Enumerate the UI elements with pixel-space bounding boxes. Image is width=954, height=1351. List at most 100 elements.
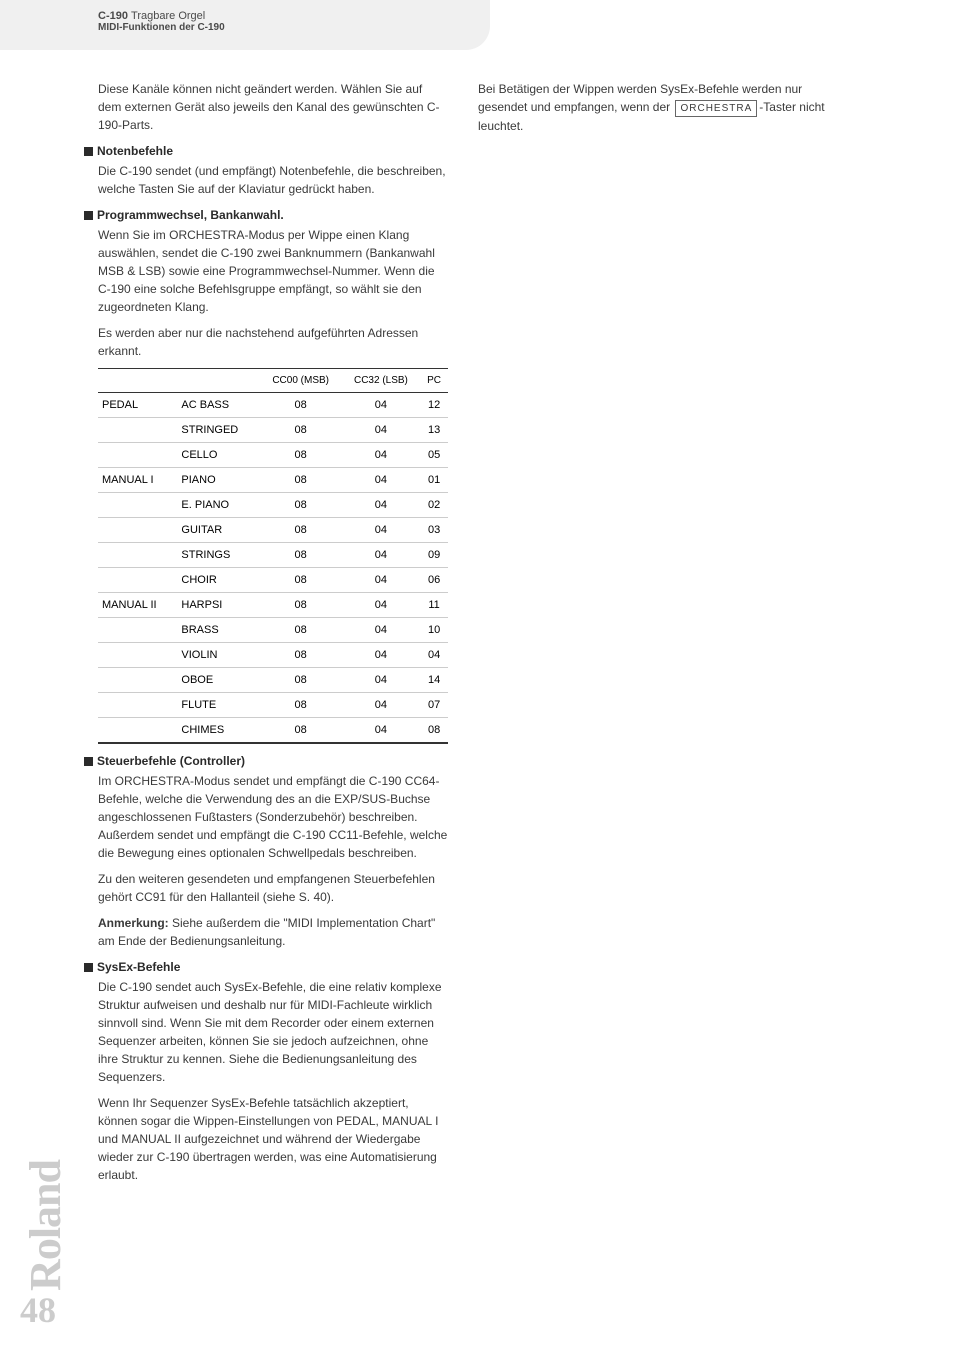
pc-cell: 01	[420, 468, 448, 493]
instrument-cell: CELLO	[177, 443, 259, 468]
part-cell: MANUAL II	[98, 593, 177, 618]
part-cell	[98, 668, 177, 693]
cc32-cell: 04	[342, 618, 421, 643]
part-cell	[98, 493, 177, 518]
sysex-text1: Die C-190 sendet auch SysEx-Befehle, die…	[98, 978, 448, 1086]
part-cell: PEDAL	[98, 393, 177, 418]
programmwechsel-heading: Programmwechsel, Bankanwahl.	[84, 208, 448, 222]
content-area: Diese Kanäle können nicht geändert werde…	[98, 80, 908, 1192]
cc00-cell: 08	[260, 618, 342, 643]
heading-text: Notenbefehle	[97, 144, 173, 158]
instrument-cell: BRASS	[177, 618, 259, 643]
table-row: STRINGS080409	[98, 543, 448, 568]
cc32-cell: 04	[342, 543, 421, 568]
instrument-cell: FLUTE	[177, 693, 259, 718]
instrument-cell: CHIMES	[177, 718, 259, 744]
page-number: 48	[20, 1289, 56, 1331]
table-row: BRASS080410	[98, 618, 448, 643]
table-row: E. PIANO080402	[98, 493, 448, 518]
bullet-icon	[84, 757, 93, 766]
steuerbefehle-text2: Zu den weiteren gesendeten und empfangen…	[98, 870, 448, 906]
cc00-cell: 08	[260, 468, 342, 493]
table-header	[177, 369, 259, 393]
table-row: CELLO080405	[98, 443, 448, 468]
bullet-icon	[84, 963, 93, 972]
table-row: PEDALAC BASS080412	[98, 393, 448, 418]
notenbefehle-heading: Notenbefehle	[84, 144, 448, 158]
pc-cell: 02	[420, 493, 448, 518]
table-row: CHOIR080406	[98, 568, 448, 593]
part-cell	[98, 718, 177, 744]
cc00-cell: 08	[260, 543, 342, 568]
cc00-cell: 08	[260, 418, 342, 443]
header-subtitle: MIDI-Funktionen der C-190	[98, 22, 490, 33]
cc32-cell: 04	[342, 593, 421, 618]
logo-container: Roland	[20, 1160, 71, 1291]
steuerbefehle-text1: Im ORCHESTRA-Modus sendet und empfängt d…	[98, 772, 448, 862]
part-cell	[98, 568, 177, 593]
pc-cell: 13	[420, 418, 448, 443]
instrument-cell: AC BASS	[177, 393, 259, 418]
cc00-cell: 08	[260, 593, 342, 618]
bullet-icon	[84, 147, 93, 156]
cc00-cell: 08	[260, 668, 342, 693]
part-cell	[98, 693, 177, 718]
pc-cell: 10	[420, 618, 448, 643]
cc00-cell: 08	[260, 693, 342, 718]
heading-text: SysEx-Befehle	[97, 960, 180, 974]
cc00-cell: 08	[260, 493, 342, 518]
instrument-cell: GUITAR	[177, 518, 259, 543]
heading-text: Programmwechsel, Bankanwahl.	[97, 208, 284, 222]
roland-logo: Roland	[20, 1160, 71, 1291]
part-cell	[98, 518, 177, 543]
bullet-icon	[84, 211, 93, 220]
pc-cell: 06	[420, 568, 448, 593]
left-column: Diese Kanäle können nicht geändert werde…	[98, 80, 448, 1192]
part-cell	[98, 618, 177, 643]
cc32-cell: 04	[342, 693, 421, 718]
part-cell	[98, 443, 177, 468]
table-row: MANUAL IPIANO080401	[98, 468, 448, 493]
heading-text: Steuerbefehle (Controller)	[97, 754, 245, 768]
steuerbefehle-note: Anmerkung: Siehe außerdem die "MIDI Impl…	[98, 914, 448, 950]
header-title-bold: C-190	[98, 10, 128, 22]
instrument-cell: STRINGED	[177, 418, 259, 443]
orchestra-keycap: ORCHESTRA	[675, 100, 757, 117]
instrument-cell: VIOLIN	[177, 643, 259, 668]
cc00-cell: 08	[260, 443, 342, 468]
table-header-row: CC00 (MSB) CC32 (LSB) PC	[98, 369, 448, 393]
note-label: Anmerkung:	[98, 916, 169, 930]
table-row: FLUTE080407	[98, 693, 448, 718]
cc32-cell: 04	[342, 568, 421, 593]
header-title-light: Tragbare Orgel	[131, 10, 205, 22]
pc-cell: 04	[420, 643, 448, 668]
table-row: MANUAL IIHARPSI080411	[98, 593, 448, 618]
steuerbefehle-heading: Steuerbefehle (Controller)	[84, 754, 448, 768]
midi-table: CC00 (MSB) CC32 (LSB) PC PEDALAC BASS080…	[98, 368, 448, 744]
programmwechsel-text2: Es werden aber nur die nachstehend aufge…	[98, 324, 448, 360]
pc-cell: 07	[420, 693, 448, 718]
cc32-cell: 04	[342, 468, 421, 493]
cc00-cell: 08	[260, 568, 342, 593]
table-row: VIOLIN080404	[98, 643, 448, 668]
pc-cell: 08	[420, 718, 448, 744]
part-cell	[98, 418, 177, 443]
table-row: OBOE080414	[98, 668, 448, 693]
instrument-cell: PIANO	[177, 468, 259, 493]
right-text: Bei Betätigen der Wippen werden SysEx-Be…	[478, 80, 828, 135]
table-row: GUITAR080403	[98, 518, 448, 543]
cc00-cell: 08	[260, 718, 342, 744]
cc00-cell: 08	[260, 643, 342, 668]
instrument-cell: STRINGS	[177, 543, 259, 568]
pc-cell: 11	[420, 593, 448, 618]
programmwechsel-text1: Wenn Sie im ORCHESTRA-Modus per Wippe ei…	[98, 226, 448, 316]
table-header	[98, 369, 177, 393]
header-title: C-190 Tragbare Orgel	[98, 10, 490, 22]
cc00-cell: 08	[260, 518, 342, 543]
pc-cell: 12	[420, 393, 448, 418]
table-header: CC00 (MSB)	[260, 369, 342, 393]
part-cell	[98, 543, 177, 568]
table-header: PC	[420, 369, 448, 393]
pc-cell: 03	[420, 518, 448, 543]
pc-cell: 09	[420, 543, 448, 568]
